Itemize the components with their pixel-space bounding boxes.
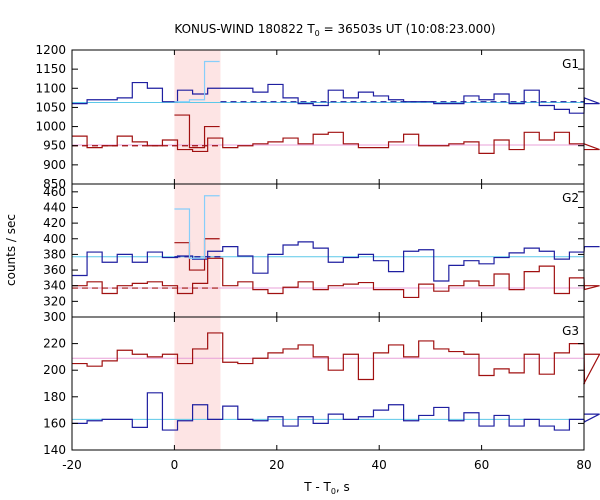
y-tick-label: 360 — [43, 263, 66, 277]
panel-g3-series-0 — [72, 392, 600, 431]
panel-g3: 140 160 180 200 220 G3 — [43, 316, 600, 457]
panel-g1-peak-red — [174, 114, 220, 149]
chart-title: KONUS-WIND 180822 T0 = 36503s UT (10:08:… — [174, 22, 495, 38]
y-tick-label: 300 — [43, 310, 66, 324]
y-tick-label: 420 — [43, 216, 66, 230]
x-tick-label: 40 — [372, 458, 387, 472]
x-axis-label: T - T0, s — [303, 480, 350, 496]
panel-label-g2: G2 — [562, 191, 579, 205]
y-axis-label: counts / sec — [4, 214, 18, 286]
y-tick-label: 200 — [43, 363, 66, 377]
panel-g1: 850 900 950 1000 1050 1100 1150 1200 G1 — [35, 43, 600, 191]
y-tick-label: 440 — [43, 200, 66, 214]
panel-g3-frame — [71, 316, 585, 451]
y-tick-label: 900 — [43, 158, 66, 172]
y-tick-label: 1200 — [35, 43, 66, 57]
highlight-interval-band — [174, 50, 221, 450]
y-tick-label: 320 — [43, 294, 66, 308]
y-tick-label: 400 — [43, 232, 66, 246]
y-tick-label: 1150 — [35, 62, 66, 76]
y-tick-label: 160 — [43, 416, 66, 430]
y-tick-label: 140 — [43, 443, 66, 457]
chart-panels: 850 900 950 1000 1050 1100 1150 1200 G1 300 320340… — [35, 43, 600, 472]
y-tick-label: 180 — [43, 390, 66, 404]
panel-label-g3: G3 — [562, 324, 579, 338]
x-tick-label: 60 — [474, 458, 489, 472]
panel-g2-series-0 — [72, 241, 600, 282]
y-tick-label: 340 — [43, 279, 66, 293]
panel-g1-series-1 — [72, 131, 600, 154]
panel-label-g1: G1 — [562, 57, 579, 71]
panel-g2-peak-red — [174, 238, 220, 271]
panel-g1-series-0 — [72, 81, 600, 114]
panel-g1-frame — [71, 49, 585, 185]
y-tick-label: 850 — [43, 177, 66, 191]
panel-g2-peak-blue — [174, 195, 220, 259]
panel-g3-series-1 — [72, 332, 600, 385]
y-tick-label: 950 — [43, 139, 66, 153]
x-tick-label: -20 — [62, 458, 82, 472]
panel-g1-peak-blue — [174, 60, 220, 103]
panel-g2-series-1 — [72, 257, 600, 299]
y-tick-label: 1100 — [35, 81, 66, 95]
y-tick-label: 460 — [43, 185, 66, 199]
y-tick-label: 380 — [43, 247, 66, 261]
y-tick-label: 220 — [43, 337, 66, 351]
y-tick-label: 1050 — [35, 100, 66, 114]
x-tick-label: 20 — [269, 458, 284, 472]
y-tick-label: 1000 — [35, 120, 66, 134]
x-tick-label: 80 — [576, 458, 591, 472]
x-tick-label: 0 — [171, 458, 179, 472]
